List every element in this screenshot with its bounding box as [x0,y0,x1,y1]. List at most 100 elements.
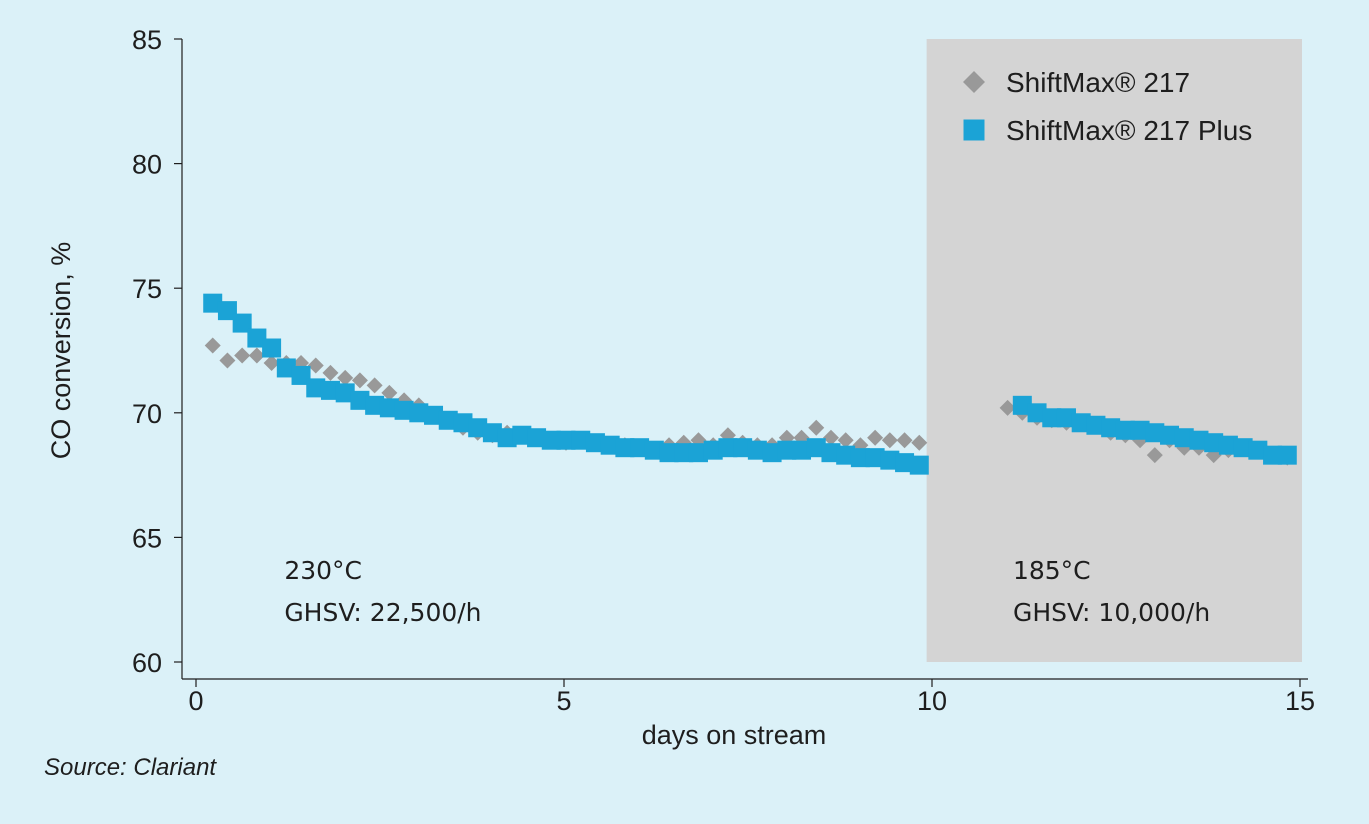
data-point-diamond [204,337,221,354]
data-point-square [674,443,694,463]
data-point-diamond [381,384,398,401]
data-point-diamond [822,429,839,446]
data-point-square [1012,395,1032,415]
data-point-square [895,453,915,473]
data-point-square [1204,433,1224,453]
y-tick-label: 85 [132,25,162,55]
data-point-square [1189,430,1209,450]
data-point-square [1086,415,1106,435]
data-point-square [1145,423,1165,443]
data-point-square [747,440,767,460]
data-point-square [1071,413,1091,433]
y-tick-label: 75 [132,274,162,304]
data-point-square [1101,418,1121,438]
data-point-diamond [808,419,825,436]
data-point-square [320,380,340,400]
data-point-diamond [999,399,1016,416]
data-point-square [1160,425,1180,445]
data-point-square [703,440,723,460]
data-point-square [556,430,576,450]
data-point-square [217,301,237,321]
y-axis-title: CO conversion, % [46,242,76,460]
data-point-square [806,438,826,458]
data-point-diamond [837,432,854,449]
data-point-square [291,365,311,385]
data-point-square [468,418,488,438]
data-point-square [203,293,223,313]
data-point-diamond [234,347,251,364]
data-point-diamond [1146,447,1163,464]
legend-label: ShiftMax® 217 [1006,67,1190,98]
data-point-square [762,443,782,463]
y-tick-label: 65 [132,523,162,553]
data-point-square [453,413,473,433]
series-1 [203,293,1297,475]
data-point-square [909,455,929,475]
data-point-square [644,440,664,460]
annotation-text: GHSV: 10,000/h [1013,598,1210,627]
data-point-square [1115,420,1135,440]
data-point-diamond [337,369,354,386]
annotation-text: GHSV: 22,500/h [284,598,481,627]
data-point-square [850,448,870,468]
data-point-square [777,440,797,460]
data-point-square [1248,440,1268,460]
legend-marker-diamond [963,71,985,93]
data-point-diamond [322,364,339,381]
data-point-square [365,395,385,415]
data-point-diamond [881,432,898,449]
data-point-square [379,398,399,418]
data-point-square [424,405,444,425]
data-point-diamond [351,372,368,389]
data-point-square [409,403,429,423]
data-point-diamond [248,347,265,364]
data-point-square [541,430,561,450]
data-point-square [659,443,679,463]
data-point-square [1056,408,1076,428]
annotation-text: 230°C [284,556,362,585]
x-tick-label: 15 [1285,686,1315,716]
data-point-square [836,445,856,465]
data-point-diamond [263,354,280,371]
data-point-square [733,438,753,458]
y-tick-label: 60 [132,648,162,678]
data-point-square [512,425,532,445]
data-point-square [497,428,517,448]
data-point-square [482,423,502,443]
data-point-square [1130,420,1150,440]
data-point-square [792,440,812,460]
source-note: Source: Clariant [44,754,217,781]
data-point-square [1027,403,1047,423]
data-point-square [527,428,547,448]
data-point-square [1263,445,1283,465]
data-point-square [880,450,900,470]
data-point-diamond [911,434,928,451]
data-point-diamond [219,352,236,369]
x-axis-title: days on stream [642,720,827,750]
data-point-square [615,438,635,458]
data-point-square [600,435,620,455]
data-point-diamond [896,432,913,449]
data-point-square [718,438,738,458]
data-point-square [335,383,355,403]
x-tick-label: 5 [556,686,571,716]
data-point-square [262,338,282,358]
x-tick-label: 10 [917,686,947,716]
data-point-square [1042,408,1062,428]
data-point-square [865,448,885,468]
data-point-diamond [366,377,383,394]
data-point-square [1233,438,1253,458]
legend-marker-square [963,119,985,141]
data-point-diamond [307,357,324,374]
legend-label: ShiftMax® 217 Plus [1006,115,1252,146]
data-point-diamond [867,429,884,446]
data-point-square [1277,445,1297,465]
data-point-square [1218,435,1238,455]
shaded-region [926,39,1302,662]
data-point-square [630,438,650,458]
annotation-text: 185°C [1013,556,1091,585]
data-point-square [350,390,370,410]
data-point-square [247,328,267,348]
